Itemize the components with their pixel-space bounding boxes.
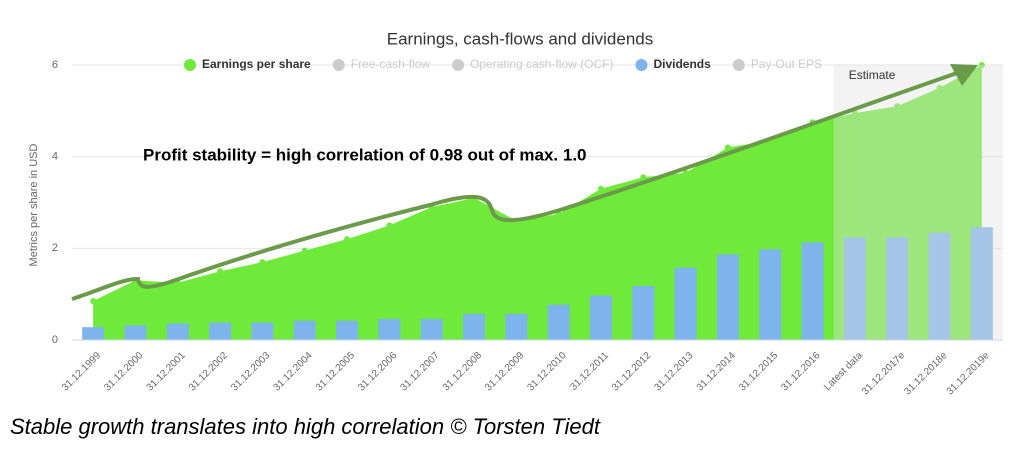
legend-marker [635, 59, 648, 71]
legend-marker [732, 59, 745, 71]
x-tick-label: 31.12.2002 [187, 350, 230, 393]
trend-line [71, 70, 961, 301]
eps-point [978, 62, 985, 68]
dividend-bar [378, 318, 401, 340]
y-tick-label: 0 [52, 334, 58, 346]
chart-title: Earnings, cash-flows and dividends [387, 29, 653, 48]
eps-point [90, 298, 97, 305]
eps-point [597, 185, 604, 192]
x-tick-label: 31.12.2009 [483, 350, 526, 393]
x-tick-label: 31.12.2016 [779, 350, 822, 393]
eps-point [217, 268, 224, 275]
x-tick-label: 31.12.2017e [860, 350, 907, 397]
dividend-bar [209, 322, 232, 340]
x-tick-label: 31.12.2010 [525, 350, 568, 393]
eps-point [301, 247, 308, 254]
eps-point [386, 222, 393, 229]
eps-point [259, 259, 266, 266]
eps-point [724, 144, 731, 151]
dividend-bar [843, 237, 866, 340]
dividend-bar [928, 232, 951, 340]
y-tick-label: 2 [52, 242, 58, 254]
eps-point [851, 110, 858, 117]
dividend-bar [801, 242, 824, 340]
eps-point [640, 174, 647, 181]
y-axis-label: Metrics per share in USD [28, 144, 40, 267]
eps-point [894, 103, 901, 110]
x-tick-label: 31.12.2003 [229, 350, 272, 393]
x-tick-label: 31.12.2013 [652, 350, 695, 393]
y-tick-label: 4 [52, 151, 58, 163]
legend-marker [452, 59, 465, 71]
annotation: Profit stability = high correlation of 0… [143, 145, 587, 164]
legend-marker [184, 59, 196, 71]
eps-point [344, 236, 351, 243]
x-tick-label: 31.12.2015 [737, 350, 780, 393]
x-tick-label: 31.12.2006 [356, 350, 399, 393]
dividend-bar [166, 323, 189, 340]
dividend-bar [336, 320, 359, 340]
dividend-bar [632, 285, 655, 340]
legend-label: Operating cash-flow (OCF) [470, 57, 613, 71]
x-tick-label: 31.12.2018e [902, 350, 949, 397]
x-tick-label: 31.12.2000 [102, 350, 145, 393]
x-tick-label: 31.12.2008 [441, 350, 484, 393]
dividend-bar [251, 322, 274, 340]
legend-label: Free-cash-flow [351, 57, 431, 71]
dividend-bar [589, 295, 612, 340]
eps-point [682, 169, 689, 176]
legend-label: Earnings per share [202, 57, 311, 71]
dividend-bar [293, 320, 316, 340]
caption: Stable growth translates into high corre… [10, 414, 601, 439]
dividend-bar [970, 227, 993, 340]
legend-label: Dividends [653, 57, 711, 71]
x-tick-label: 31.12.2014 [695, 350, 738, 393]
dividend-bar [463, 313, 486, 340]
x-tick-label: 31.12.2012 [610, 350, 653, 393]
x-tick-label: 31.12.2007 [399, 350, 442, 393]
estimate-label: Estimate [849, 68, 896, 82]
y-tick-label: 6 [52, 59, 58, 71]
x-tick-label: 31.12.2019e [945, 350, 992, 397]
legend-marker [332, 59, 345, 71]
dividend-bar [674, 267, 697, 340]
x-tick-label: 31.12.2005 [314, 350, 357, 393]
legend-label: Pay-Out EPS [751, 57, 822, 71]
x-tick-label: 31.12.2004 [272, 350, 315, 393]
x-tick-label: 31.12.2011 [568, 350, 611, 393]
x-tick-label: 31.12.1999 [60, 350, 103, 393]
eps-point [936, 84, 943, 91]
dividend-bar [124, 325, 147, 340]
dividend-bar [759, 249, 782, 340]
dividend-bar [420, 318, 443, 340]
x-tick-label: Latest data [822, 350, 865, 393]
dividend-bar [886, 237, 909, 340]
estimate-region [833, 65, 1003, 340]
x-tick-label: 31.12.2001 [145, 350, 188, 393]
dividend-bar [82, 327, 105, 340]
dividend-bar [716, 254, 739, 340]
dividend-bar [547, 304, 570, 340]
dividend-bar [505, 313, 528, 340]
trend-arrow-head [950, 64, 978, 86]
